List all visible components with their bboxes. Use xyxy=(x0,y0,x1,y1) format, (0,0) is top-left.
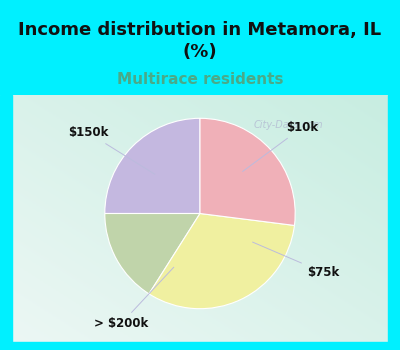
Bar xyxy=(0,342,400,350)
Bar xyxy=(0,94,12,350)
Wedge shape xyxy=(105,118,200,214)
Wedge shape xyxy=(149,214,294,309)
Text: Multirace residents: Multirace residents xyxy=(117,72,283,87)
Text: $150k: $150k xyxy=(68,126,155,174)
Text: $75k: $75k xyxy=(253,242,339,279)
Wedge shape xyxy=(105,214,200,294)
Text: > $200k: > $200k xyxy=(94,267,174,330)
Text: Income distribution in Metamora, IL
(%): Income distribution in Metamora, IL (%) xyxy=(18,21,382,61)
Wedge shape xyxy=(200,118,295,225)
Bar xyxy=(388,94,400,350)
Text: City-Data.com: City-Data.com xyxy=(253,120,323,130)
Text: $10k: $10k xyxy=(243,121,318,172)
